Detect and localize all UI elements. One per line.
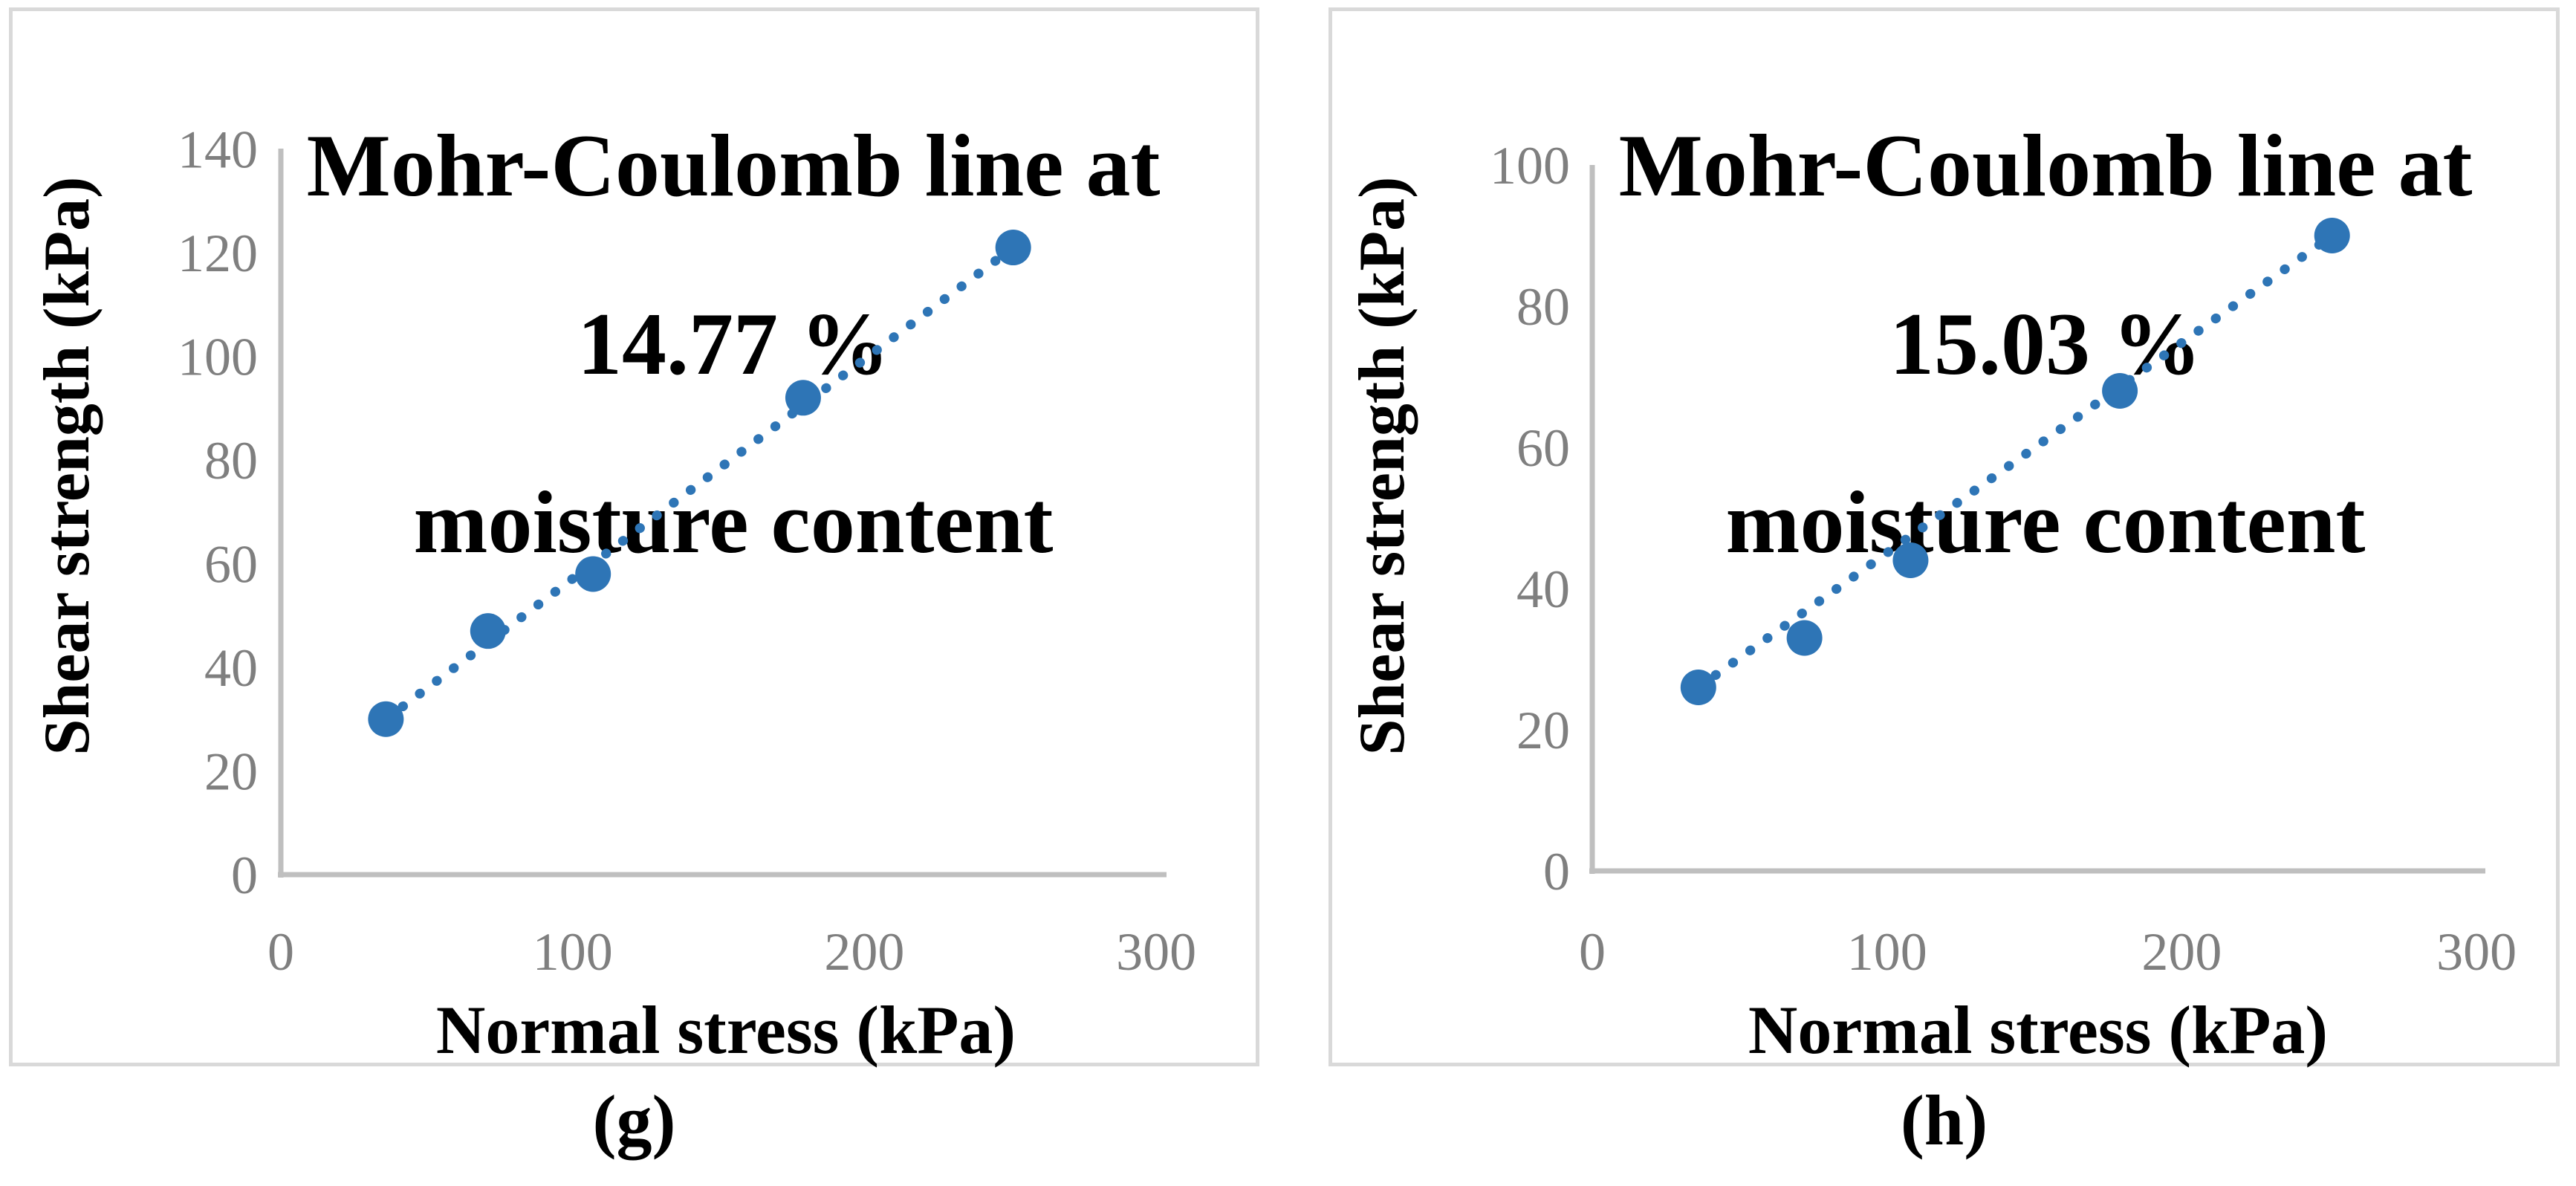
chart-panel-h: Mohr-Coulomb line at 15.03 % moisture co… [1328,7,2560,1068]
chart-title: Mohr-Coulomb line at 15.03 % moisture co… [1548,77,2543,612]
data-point [368,701,404,737]
y-tick-label: 60 [204,535,258,594]
x-tick-label: 100 [533,922,613,982]
chart-title-line1: Mohr-Coulomb line at 15.03 % [1618,116,2473,393]
y-tick-label: 0 [1543,842,1570,901]
y-tick-label: 120 [178,224,258,283]
x-tick-label: 100 [1847,922,1927,982]
data-point [470,613,506,649]
y-tick-label: 40 [204,638,258,698]
figure-caption-h: (h) [1900,1080,1988,1160]
x-tick-label: 300 [1116,922,1196,982]
data-point [1892,542,1929,578]
data-point [2314,218,2350,253]
x-tick-label: 300 [2436,922,2517,982]
y-tick-label: 0 [231,846,258,905]
plot-area-g: 0 20 40 60 80 100 120 140 0 100 200 300 [178,120,1196,982]
chart-title-line2: moisture content [413,473,1054,571]
data-point [2102,373,2138,409]
x-axis-label: Normal stress (kPa) [435,992,1016,1068]
y-tick-label: 100 [1490,136,1570,195]
plot-area-h: 0 20 40 60 80 100 0 100 200 300 [1490,136,2517,982]
x-tick-label: 0 [267,922,294,982]
y-tick-label: 60 [1516,418,1570,478]
figure-caption-g: (g) [592,1080,676,1160]
trendline-dotted [380,242,1019,725]
chart-title-line1: Mohr-Coulomb line at 14.77 % [306,116,1161,393]
y-tick-label: 140 [178,120,258,180]
x-axis-label: Normal stress (kPa) [1748,992,2329,1068]
data-point [785,380,821,416]
y-tick-label: 80 [204,431,258,490]
data-point [995,230,1031,266]
y-tick-label: 100 [178,328,258,387]
y-tick-label: 20 [1516,701,1570,760]
data-point [1680,670,1716,705]
y-tick-label: 20 [204,742,258,802]
data-point [1786,620,1823,656]
x-tick-label: 200 [2141,922,2222,982]
x-tick-label: 0 [1579,922,1606,982]
chart-title-line2: moisture content [1725,473,2366,571]
x-tick-label: 200 [824,922,904,982]
trendline-dotted [1693,230,2337,693]
y-tick-label: 40 [1516,560,1570,619]
y-tick-label: 80 [1516,277,1570,337]
chart-panel-g: Mohr-Coulomb line at 14.77 % moisture co… [9,7,1259,1068]
data-point [575,556,611,592]
chart-title: Mohr-Coulomb line at 14.77 % moisture co… [236,77,1231,612]
